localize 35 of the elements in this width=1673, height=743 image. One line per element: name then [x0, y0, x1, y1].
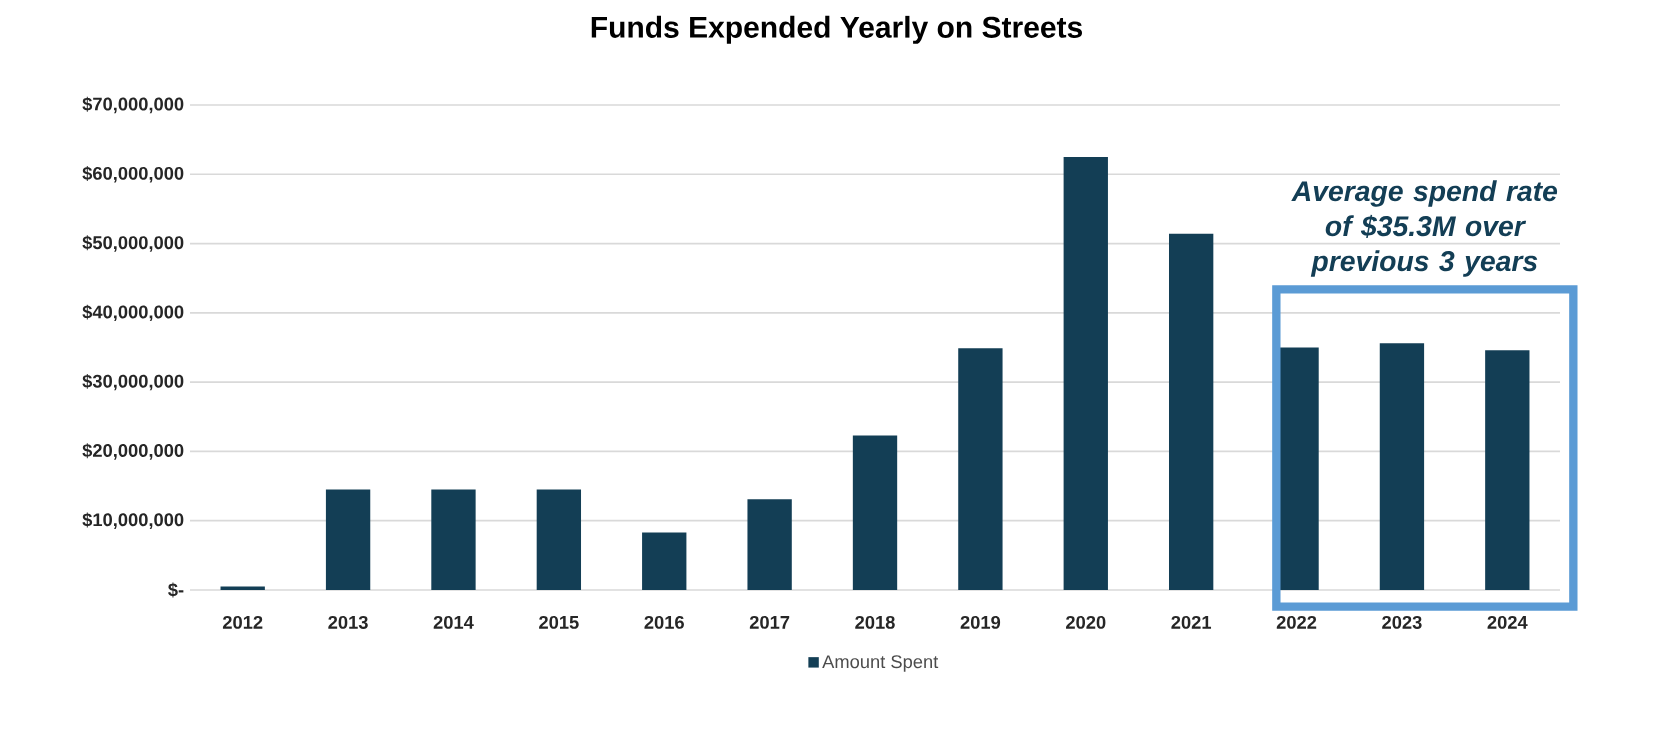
x-tick-label: 2020	[1066, 615, 1106, 629]
y-tick-label: $-	[168, 582, 184, 598]
annotation: Average spend rate of $35.3M over previous 3 years	[1291, 180, 1558, 277]
x-tick-label: 2017	[749, 615, 790, 629]
y-tick-label: $10,000,000	[82, 512, 184, 529]
x-tick-label: 2022	[1276, 615, 1317, 629]
x-tick-label: 2016	[644, 615, 684, 629]
legend-label: Amount Spent	[822, 655, 939, 672]
bar	[958, 348, 1003, 590]
x-tick-label: 2024	[1487, 615, 1528, 629]
x-tick-label: 2023	[1382, 615, 1422, 629]
bar	[1169, 233, 1214, 590]
y-tick-label: $70,000,000	[82, 96, 184, 114]
x-tick-label: 2012	[222, 615, 263, 629]
x-tick-label: 2018	[855, 615, 895, 629]
bar	[642, 532, 687, 590]
bar	[325, 489, 371, 590]
x-tick-label: 2014	[433, 615, 474, 629]
bar	[852, 435, 898, 590]
y-tick-label: $20,000,000	[82, 443, 184, 460]
bar	[1063, 156, 1108, 590]
bar	[431, 489, 476, 590]
chart-title: Funds Expended Yearly on Streets	[591, 15, 1083, 44]
bar	[1485, 350, 1530, 590]
y-tick-label: $50,000,000	[82, 235, 184, 252]
x-tick-label: 2015	[539, 615, 579, 629]
x-tick-label: 2013	[328, 615, 368, 629]
x-tick-label: 2021	[1171, 615, 1212, 629]
bar	[1379, 343, 1425, 590]
bar	[536, 489, 582, 590]
bar	[747, 499, 792, 590]
x-tick-label: 2019	[960, 615, 1001, 629]
y-tick-label: $30,000,000	[82, 373, 184, 391]
y-tick-label: $40,000,000	[82, 304, 184, 322]
y-tick-label: $60,000,000	[82, 166, 184, 183]
